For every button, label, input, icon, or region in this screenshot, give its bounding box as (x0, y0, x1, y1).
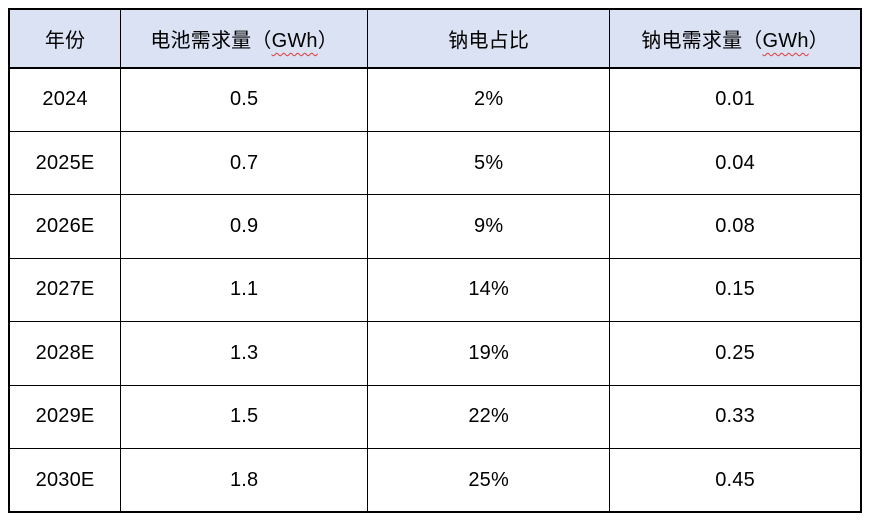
sodium-demand-cell: 0.15 (609, 257, 862, 323)
table-row: 2029E 1.5 22% 0.33 (8, 384, 862, 450)
battery-demand-cell: 0.9 (120, 194, 369, 259)
header-sodium-demand-suffix: ） (808, 30, 829, 52)
sodium-demand-cell: 0.04 (609, 130, 862, 196)
sodium-share-cell: 5% (367, 130, 611, 196)
table-row: 2025E 0.7 5% 0.04 (8, 130, 862, 196)
header-battery-demand-unit: GWh (271, 30, 318, 52)
year-cell: 2024 (8, 67, 122, 132)
header-battery-demand-prefix: 电池需求量（ (150, 30, 272, 52)
year-cell: 2027E (8, 257, 122, 323)
sodium-share-cell: 2% (367, 67, 611, 132)
battery-demand-cell: 1.3 (120, 321, 369, 386)
year-cell: 2030E (8, 448, 122, 513)
sodium-share-cell: 14% (367, 257, 611, 323)
header-sodium-demand: 钠电需求量（GWh） (609, 8, 862, 69)
battery-demand-cell: 1.1 (120, 257, 369, 323)
header-row: 年份 电池需求量（GWh） 钠电占比 钠电需求量（GWh） (8, 8, 862, 69)
sodium-share-cell: 9% (367, 194, 611, 259)
header-sodium-share: 钠电占比 (367, 8, 611, 69)
table-row: 2028E 1.3 19% 0.25 (8, 321, 862, 386)
sodium-demand-cell: 0.01 (609, 67, 862, 132)
header-battery-demand: 电池需求量（GWh） (120, 8, 369, 69)
battery-demand-cell: 0.7 (120, 130, 369, 196)
table-row: 2024 0.5 2% 0.01 (8, 67, 862, 132)
header-sodium-demand-unit: GWh (762, 30, 809, 52)
year-cell: 2028E (8, 321, 122, 386)
sodium-share-cell: 25% (367, 448, 611, 513)
year-cell: 2029E (8, 384, 122, 450)
table-row: 2030E 1.8 25% 0.45 (8, 448, 862, 513)
battery-demand-cell: 1.8 (120, 448, 369, 513)
battery-demand-cell: 1.5 (120, 384, 369, 450)
sodium-demand-cell: 0.25 (609, 321, 862, 386)
table-row: 2027E 1.1 14% 0.15 (8, 257, 862, 323)
sodium-demand-cell: 0.08 (609, 194, 862, 259)
sodium-share-cell: 22% (367, 384, 611, 450)
header-battery-demand-suffix: ） (317, 30, 338, 52)
sodium-demand-cell: 0.45 (609, 448, 862, 513)
battery-demand-cell: 0.5 (120, 67, 369, 132)
header-year: 年份 (8, 8, 122, 69)
table-row: 2026E 0.9 9% 0.08 (8, 194, 862, 259)
forecast-table: 年份 电池需求量（GWh） 钠电占比 钠电需求量（GWh） 2024 0.5 2… (8, 8, 862, 513)
header-sodium-demand-prefix: 钠电需求量（ (641, 30, 763, 52)
year-cell: 2026E (8, 194, 122, 259)
year-cell: 2025E (8, 130, 122, 196)
sodium-share-cell: 19% (367, 321, 611, 386)
sodium-demand-cell: 0.33 (609, 384, 862, 450)
